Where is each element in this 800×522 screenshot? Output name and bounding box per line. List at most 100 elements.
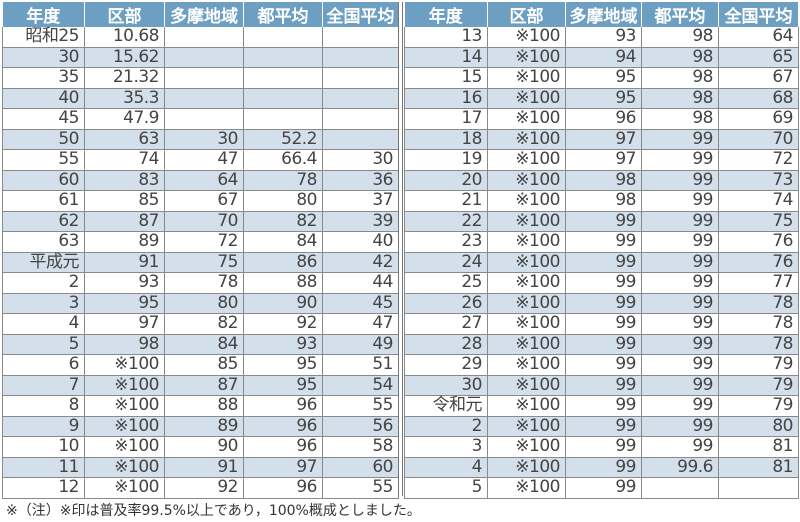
cell-tama: 96 [565,108,642,130]
cell-tokyo-avg: 78 [243,170,323,191]
table-row: 7 ※100 87 95 54 [2,375,399,396]
table-row: 5 98 84 93 49 [2,334,399,355]
cell-ku: 74 [84,149,165,171]
cell-tokyo-avg: 99 [641,293,719,314]
header-row: 年度 区部 多摩地域 都平均 全国平均 [404,2,799,27]
cell-ku: 15.62 [84,47,165,68]
cell-national-avg: 75 [718,211,799,232]
cell-national-avg [322,67,399,89]
cell-national-avg: 60 [322,457,399,478]
cell-year: 24 [404,252,488,273]
cell-tokyo-avg: 52.2 [243,129,323,150]
cell-national-avg: 39 [322,211,399,232]
cell-national-avg: 73 [718,170,799,191]
table-row: 27 ※100 99 99 78 [404,313,799,335]
cell-national-avg: 81 [718,457,799,478]
cell-tokyo-avg: 99 [641,252,719,273]
cell-ku: 91 [84,252,165,273]
cell-tokyo-avg: 99 [641,416,719,437]
cell-year: 平成元 [2,252,85,273]
footnote: ※（注）※印は普及率99.5%以上であり，100%概成としました。 [6,503,421,519]
cell-national-avg: 72 [718,149,799,171]
cell-tokyo-avg: 99 [641,231,719,253]
cell-tama: 95 [565,88,642,109]
cell-tama: 99 [565,334,642,355]
table-row: 60 83 64 78 36 [2,170,399,191]
cell-tokyo-avg: 99 [641,272,719,294]
cell-tama: 99 [565,457,642,478]
cell-national-avg: 36 [322,170,399,191]
cell-year: 14 [404,47,488,68]
cell-year: 4 [404,457,488,478]
cell-tokyo-avg: 86 [243,252,323,273]
cell-tokyo-avg: 99 [641,211,719,232]
table-row: 平成元 91 75 86 42 [2,252,399,273]
cell-national-avg: 47 [322,313,399,335]
table-row: 26 ※100 99 99 78 [404,293,799,314]
cell-tama: 99 [565,477,642,499]
header-year: 年度 [404,2,488,27]
cell-ku: ※100 [487,27,566,48]
cell-national-avg: 54 [322,375,399,396]
cell-national-avg: 55 [322,395,399,417]
cell-ku: 21.32 [84,67,165,89]
cell-year: 8 [2,395,85,417]
cell-ku: ※100 [84,375,165,396]
table-row: 昭和25 10.68 [2,27,399,48]
cell-tama: 92 [164,477,244,499]
cell-ku: ※100 [487,334,566,355]
cell-ku: ※100 [487,190,566,212]
cell-tokyo-avg: 98 [641,88,719,109]
cell-national-avg: 74 [718,190,799,212]
cell-tama: 87 [164,375,244,396]
cell-tokyo-avg: 95 [243,375,323,396]
cell-year: 29 [404,354,488,376]
cell-year: 45 [2,108,85,130]
cell-ku: ※100 [84,457,165,478]
cell-ku: ※100 [84,436,165,458]
cell-national-avg: 30 [322,149,399,171]
cell-tama: 30 [164,129,244,150]
cell-ku: ※100 [487,354,566,376]
cell-tokyo-avg [243,88,323,109]
cell-ku: ※100 [487,47,566,68]
table-row: 25 ※100 99 99 77 [404,272,799,294]
cell-year: 12 [2,477,85,499]
cell-ku: ※100 [487,211,566,232]
cell-tama [164,108,244,130]
cell-ku: 93 [84,272,165,294]
cell-national-avg: 77 [718,272,799,294]
cell-tama: 84 [164,334,244,355]
cell-ku: 10.68 [84,27,165,48]
cell-year: 3 [2,293,85,314]
cell-tama: 98 [565,190,642,212]
table-row: 45 47.9 [2,108,399,130]
cell-year: 5 [404,477,488,499]
cell-ku: ※100 [487,477,566,499]
cell-ku: ※100 [487,231,566,253]
header-year: 年度 [2,2,85,27]
cell-national-avg: 65 [718,47,799,68]
cell-national-avg [322,88,399,109]
cell-year: 60 [2,170,85,191]
table-row: 55 74 47 66.4 30 [2,149,399,171]
cell-national-avg: 51 [322,354,399,376]
table-row: 23 ※100 99 99 76 [404,231,799,253]
cell-tama: 99 [565,375,642,396]
cell-year: 4 [2,313,85,335]
cell-tokyo-avg: 98 [641,27,719,48]
table-row: 61 85 67 80 37 [2,190,399,212]
cell-national-avg: 80 [718,416,799,437]
cell-national-avg: 78 [718,334,799,355]
cell-tama: 70 [164,211,244,232]
header-tokyo-avg: 都平均 [641,2,719,27]
cell-ku: ※100 [487,436,566,458]
cell-ku: 35.3 [84,88,165,109]
cell-year: 2 [2,272,85,294]
cell-national-avg: 55 [322,477,399,499]
cell-national-avg: 76 [718,231,799,253]
cell-tokyo-avg [243,67,323,89]
cell-tokyo-avg: 98 [641,67,719,89]
cell-tokyo-avg: 66.4 [243,149,323,171]
cell-national-avg: 79 [718,395,799,417]
